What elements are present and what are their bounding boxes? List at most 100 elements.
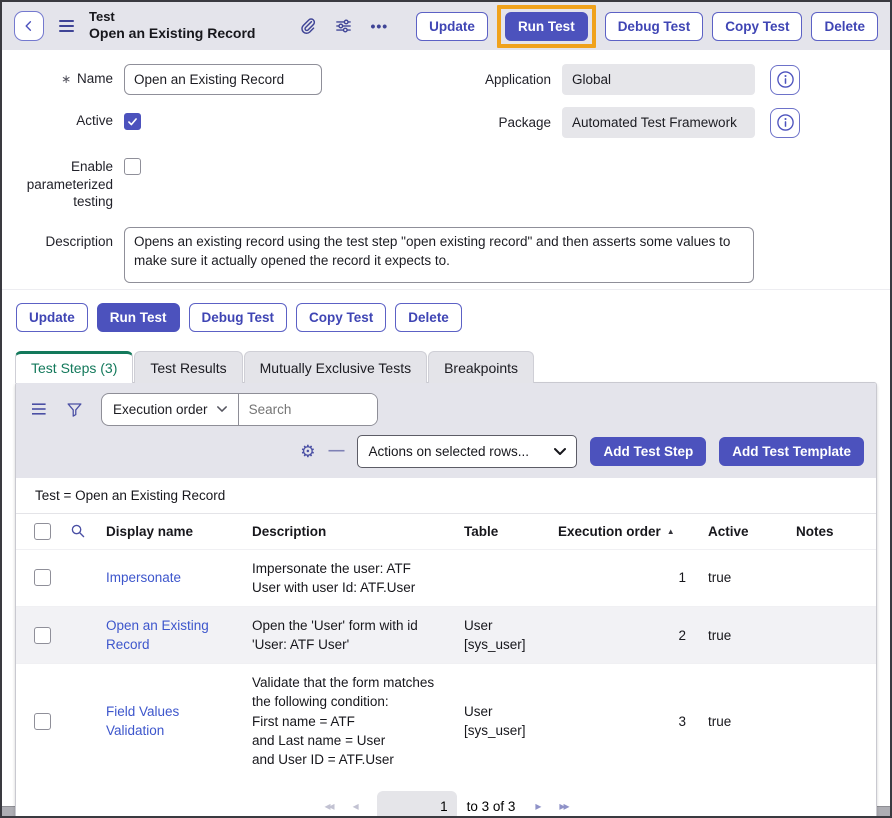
filter-funnel-icon[interactable] xyxy=(66,401,83,418)
next-page-icon[interactable]: ▸ xyxy=(535,799,541,814)
select-all-checkbox[interactable] xyxy=(34,522,51,540)
run-test-highlight-box: Run Test xyxy=(496,4,596,48)
row-execution-order: 1 xyxy=(678,570,686,586)
personalize-sliders-icon[interactable] xyxy=(334,17,353,35)
table-row: Open an Existing Record Open the 'User' … xyxy=(16,606,876,664)
tab-breakpoints[interactable]: Breakpoints xyxy=(428,350,535,383)
record-type-label: Test xyxy=(89,9,115,25)
row-description: Impersonate the user: ATF User with user… xyxy=(252,560,416,595)
list-toolbar: Execution order ⚙ — Actions on selected … xyxy=(16,382,876,478)
add-test-step-button[interactable]: Add Test Step xyxy=(590,436,707,466)
row-table: User [sys_user] xyxy=(464,704,526,739)
tab-mutually-exclusive-tests[interactable]: Mutually Exclusive Tests xyxy=(243,350,428,383)
previous-page-icon[interactable]: ◂ xyxy=(352,799,359,814)
row-notes xyxy=(788,606,876,663)
table-row: Field Values Validation Validate that th… xyxy=(16,663,876,778)
column-header-notes[interactable]: Notes xyxy=(796,523,834,539)
list-pagination: ◂◂ ◂ to 3 of 3 ▸ ▸▸ xyxy=(16,778,876,816)
tab-test-steps[interactable]: Test Steps (3) xyxy=(15,350,134,383)
run-test-button-footer[interactable]: Run Test xyxy=(96,302,180,332)
column-header-display-name[interactable]: Display name xyxy=(106,523,194,539)
row-notes xyxy=(788,664,876,778)
row-description: Validate that the form matches the follo… xyxy=(252,675,435,767)
delete-button[interactable]: Delete xyxy=(811,11,878,41)
current-page-input[interactable] xyxy=(376,791,457,816)
test-steps-list: Execution order ⚙ — Actions on selected … xyxy=(15,381,877,816)
minimize-list-icon[interactable]: — xyxy=(328,442,345,460)
enable-parameterized-testing-label: Enable parameterized testing xyxy=(26,159,113,210)
update-button-footer[interactable]: Update xyxy=(16,302,88,332)
row-active: true xyxy=(708,570,732,586)
list-search-control: Execution order xyxy=(101,392,378,426)
table-row: Impersonate Impersonate the user: ATF Us… xyxy=(16,549,876,606)
update-button[interactable]: Update xyxy=(416,11,488,41)
record-header: Test Open an Existing Record ••• Update … xyxy=(2,2,890,50)
table-header-row: Display name Description Table Execution… xyxy=(16,514,876,550)
row-checkbox[interactable] xyxy=(34,712,51,730)
application-label: Application xyxy=(484,72,551,87)
row-table: User [sys_user] xyxy=(464,617,526,653)
back-button[interactable] xyxy=(14,11,44,41)
test-steps-table: Display name Description Table Execution… xyxy=(16,514,876,778)
info-icon xyxy=(776,70,795,89)
delete-button-footer[interactable]: Delete xyxy=(395,302,462,332)
row-checkbox[interactable] xyxy=(34,626,51,644)
copy-test-button-footer[interactable]: Copy Test xyxy=(296,302,387,332)
application-field: Global xyxy=(562,64,755,95)
required-marker: ∗ xyxy=(61,72,72,86)
row-link[interactable]: Impersonate xyxy=(106,570,182,586)
chevron-left-icon xyxy=(22,19,36,33)
column-header-active[interactable]: Active xyxy=(708,523,749,539)
column-search-icon[interactable] xyxy=(70,523,90,539)
row-active: true xyxy=(708,627,732,643)
related-list-tabs: Test Steps (3) Test Results Mutually Exc… xyxy=(2,347,890,383)
column-header-table[interactable]: Table xyxy=(464,523,499,539)
row-checkbox[interactable] xyxy=(34,569,51,587)
row-notes xyxy=(788,549,876,606)
list-context-menu-icon[interactable] xyxy=(32,402,48,416)
check-icon xyxy=(127,116,138,127)
pagination-range-label: to 3 of 3 xyxy=(466,798,516,814)
column-header-execution-order[interactable]: Execution order ▲ xyxy=(558,523,675,539)
list-breadcrumb[interactable]: Test = Open an Existing Record xyxy=(16,477,876,514)
more-actions-icon[interactable]: ••• xyxy=(370,18,389,34)
section-divider xyxy=(2,288,890,290)
column-header-description[interactable]: Description xyxy=(252,523,327,539)
active-checkbox[interactable] xyxy=(124,113,141,130)
package-label: Package xyxy=(498,115,551,130)
package-info-button[interactable] xyxy=(770,107,800,138)
form-footer-actions: Update Run Test Debug Test Copy Test Del… xyxy=(2,290,890,347)
application-info-button[interactable] xyxy=(770,64,800,95)
debug-test-button[interactable]: Debug Test xyxy=(604,11,704,41)
sort-asc-icon: ▲ xyxy=(666,526,675,536)
record-name-label: Open an Existing Record xyxy=(89,25,256,42)
form-context-menu-icon[interactable] xyxy=(57,16,76,36)
record-title: Test Open an Existing Record xyxy=(89,9,255,43)
actions-on-selected-rows-select[interactable]: Actions on selected rows... xyxy=(357,434,578,468)
search-column-dropdown[interactable]: Execution order xyxy=(102,393,239,425)
row-execution-order: 2 xyxy=(678,627,686,643)
run-test-button[interactable]: Run Test xyxy=(504,11,588,41)
row-description: Open the 'User' form with id 'User: ATF … xyxy=(252,617,418,653)
enable-parameterized-testing-checkbox[interactable] xyxy=(124,158,141,175)
package-field: Automated Test Framework xyxy=(562,107,755,138)
row-link[interactable]: Field Values Validation xyxy=(106,704,180,739)
description-field[interactable]: Opens an existing record using the test … xyxy=(124,226,754,283)
row-link[interactable]: Open an Existing Record xyxy=(106,617,209,653)
add-test-template-button[interactable]: Add Test Template xyxy=(719,436,864,466)
last-page-icon[interactable]: ▸▸ xyxy=(559,799,569,814)
row-active: true xyxy=(708,713,732,729)
active-label: Active xyxy=(76,113,113,128)
name-label: ∗ Name xyxy=(61,71,113,86)
debug-test-button-footer[interactable]: Debug Test xyxy=(188,302,288,332)
first-page-icon[interactable]: ◂◂ xyxy=(324,799,335,814)
row-execution-order: 3 xyxy=(678,713,686,729)
test-form: ∗ Name Application Global Active Pa xyxy=(2,50,890,283)
list-search-input[interactable] xyxy=(238,393,377,425)
copy-test-button[interactable]: Copy Test xyxy=(712,11,803,41)
name-field[interactable] xyxy=(124,64,322,95)
gear-icon[interactable]: ⚙ xyxy=(300,441,316,461)
attachment-paperclip-icon[interactable] xyxy=(299,17,317,35)
tab-test-results[interactable]: Test Results xyxy=(134,350,243,383)
